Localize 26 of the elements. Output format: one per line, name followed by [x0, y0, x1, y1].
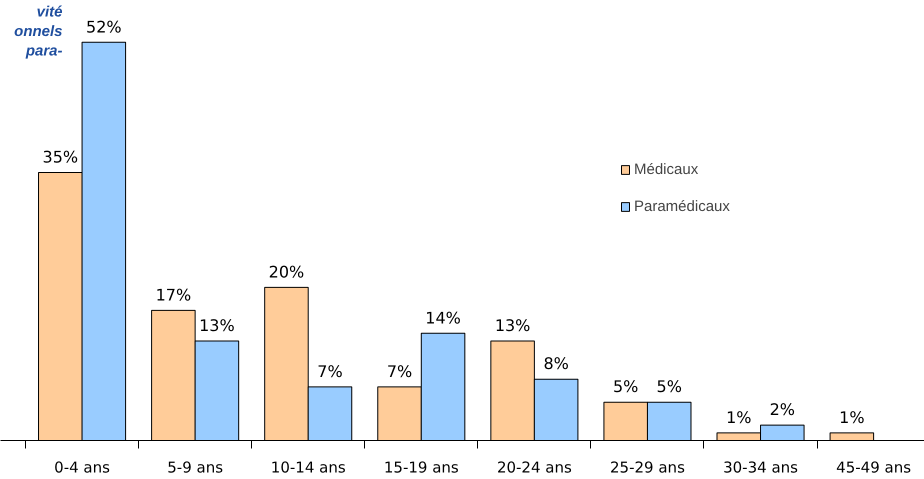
data-label: 52%	[86, 17, 122, 36]
data-label: 14%	[425, 308, 461, 328]
x-tick-label: 45-49 ans	[836, 458, 912, 476]
legend-label: Médicaux	[634, 161, 698, 178]
data-label: 2%	[770, 400, 795, 420]
x-tick-label: 15-19 ans	[384, 458, 459, 476]
data-label: 7%	[386, 362, 412, 381]
data-label: 5%	[612, 377, 638, 396]
data-label: 8%	[543, 354, 569, 374]
x-tick-label: 25-29 ans	[610, 458, 686, 476]
legend-label: Paramédicaux	[634, 198, 730, 215]
x-tick-label: 0-4 ans	[54, 458, 110, 476]
data-label: 1%	[726, 408, 752, 427]
chart-title: vité onnels para-	[14, 4, 63, 60]
x-tick-label: 5-9 ans	[167, 458, 224, 476]
data-label: 17%	[156, 285, 192, 304]
data-label: 35%	[42, 147, 78, 166]
data-label: 1%	[839, 408, 865, 427]
data-label: 13%	[494, 316, 530, 335]
x-tick-label: 30-34 ans	[723, 458, 798, 476]
data-label: 13%	[199, 316, 235, 335]
data-label: 7%	[317, 362, 343, 381]
data-label: 20%	[268, 262, 304, 282]
x-tick-label: 20-24 ans	[496, 458, 572, 476]
x-tick-label: 10-14 ans	[270, 458, 346, 476]
data-label: 5%	[656, 377, 682, 396]
